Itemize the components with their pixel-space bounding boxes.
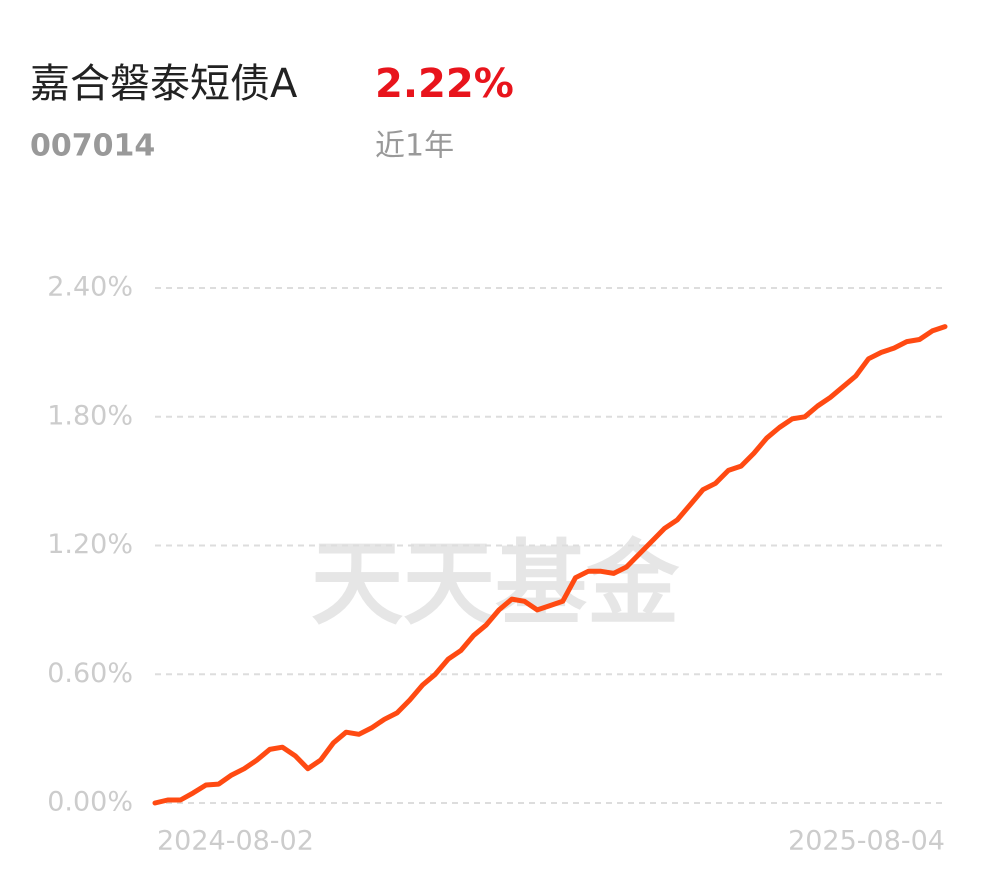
fund-name: 嘉合磐泰短债A [30,61,298,107]
y-tick-label: 0.60% [47,658,133,689]
x-tick-label: 2024-08-02 [157,826,314,857]
x-tick-label: 2025-08-04 [788,826,945,857]
y-tick-label: 0.00% [47,787,133,818]
return-value: 2.22% [375,61,514,107]
y-tick-label: 2.40% [47,272,133,303]
fund-code: 007014 [30,129,155,164]
watermark: 天天基金 [311,530,680,637]
period: 近1年 [375,129,454,164]
line [152,324,948,806]
y-tick-label: 1.20% [47,529,133,560]
y-tick-label: 1.80% [47,400,133,431]
